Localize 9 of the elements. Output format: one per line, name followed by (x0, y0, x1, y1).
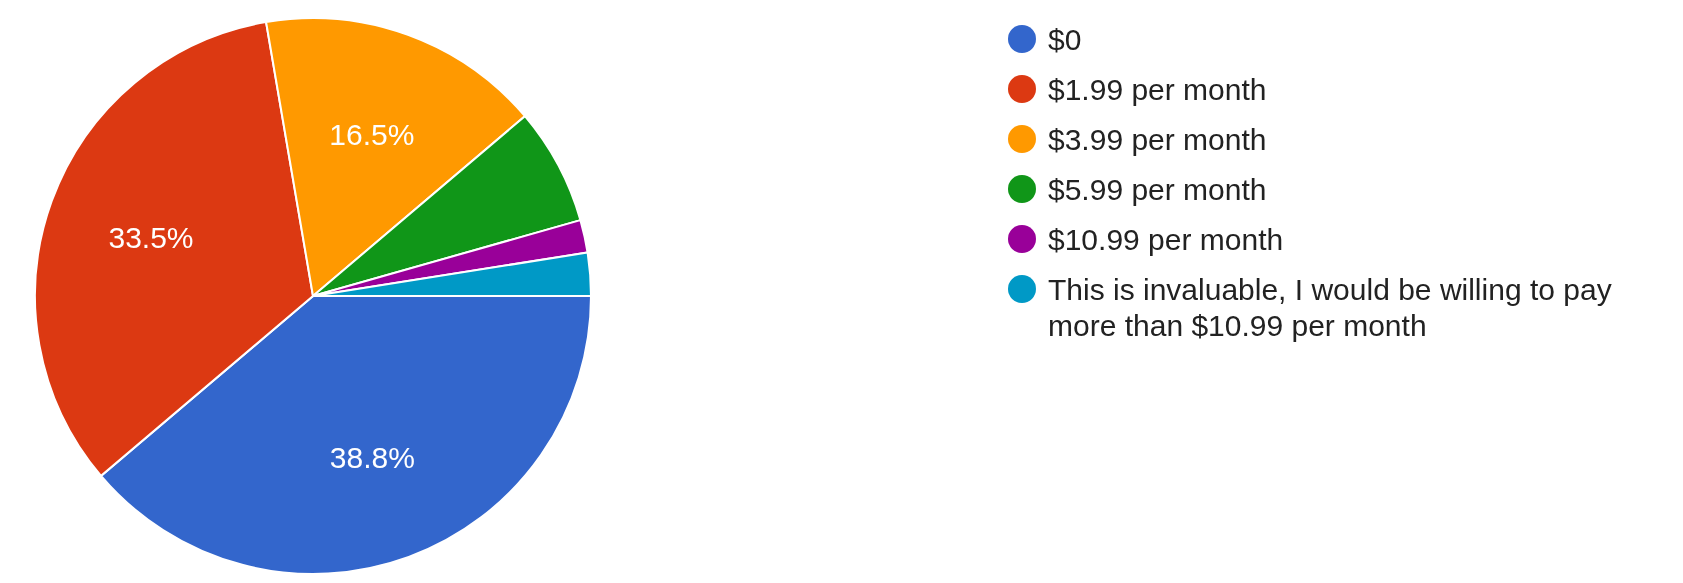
data-label: 33.5% (108, 220, 194, 254)
legend-label: $1.99 per month (1048, 72, 1267, 108)
legend-label: $5.99 per month (1048, 172, 1267, 208)
data-label: 38.8% (329, 441, 415, 475)
data-label: 16.5% (329, 117, 415, 151)
legend-label: $0 (1048, 22, 1082, 58)
legend-label: $3.99 per month (1048, 122, 1267, 158)
legend-label: This is invaluable, I would be willing to pay more than $10.99 per month (1048, 272, 1613, 344)
legend-label: $10.99 per month (1048, 222, 1284, 258)
